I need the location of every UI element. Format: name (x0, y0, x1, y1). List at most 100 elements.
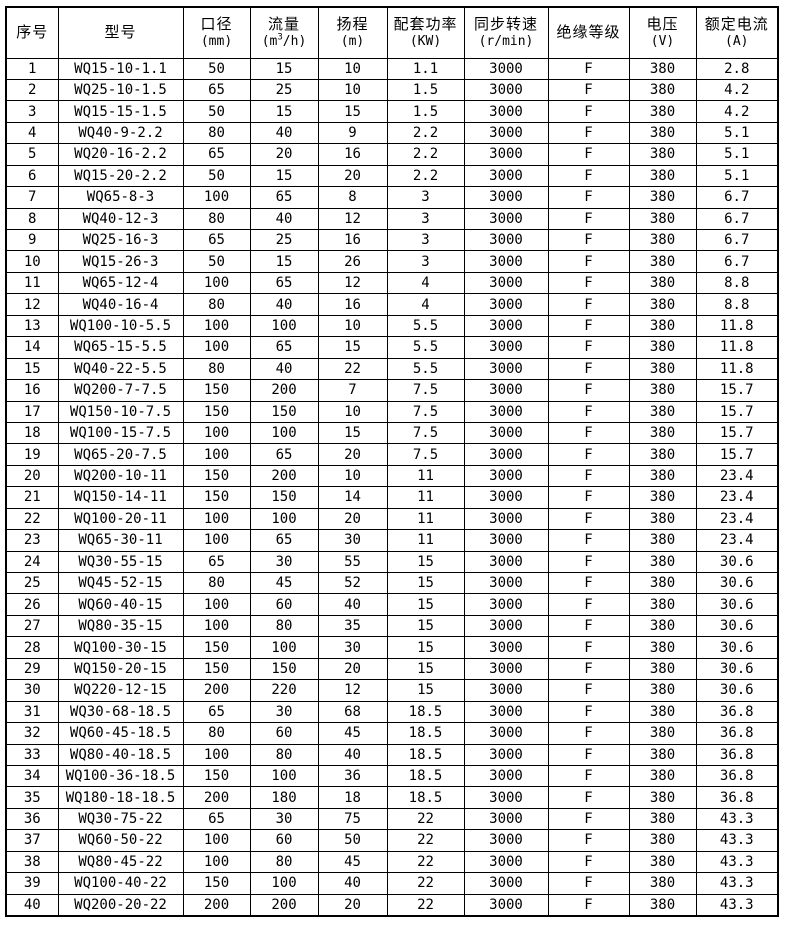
cell-voltage: 380 (628, 207, 697, 231)
cell-speed: 3000 (463, 893, 549, 917)
cell-model: WQ30-68-18.5 (57, 700, 184, 724)
cell-flow: 60 (249, 593, 319, 616)
cell-insulation: F (547, 893, 630, 917)
cell-flow: 200 (249, 379, 319, 402)
table-row: 3 WQ15-15-1.5 50 15 15 1.5 3000 F 380 4.2 (5, 100, 779, 123)
cell-speed: 3000 (463, 679, 549, 702)
cell-speed: 3000 (463, 657, 549, 681)
cell-speed: 3000 (463, 271, 549, 295)
cell-index: 30 (5, 679, 59, 702)
cell-current: 43.3 (695, 807, 779, 831)
cell-diameter: 100 (182, 743, 251, 766)
cell-voltage: 380 (628, 486, 697, 509)
column-label: 口径 (200, 15, 233, 34)
cell-voltage: 380 (628, 657, 697, 681)
table-row: 24 WQ30-55-15 65 30 55 15 3000 F 380 30.6 (5, 550, 779, 574)
cell-speed: 3000 (463, 121, 549, 145)
cell-voltage: 380 (628, 850, 697, 874)
cell-voltage: 380 (628, 121, 697, 145)
table-row: 13 WQ100-10-5.5 100 100 10 5.5 3000 F 380 11.8 (5, 314, 779, 338)
cell-index: 28 (5, 636, 59, 659)
cell-head: 20 (317, 443, 388, 466)
cell-insulation: F (547, 293, 630, 316)
cell-voltage: 380 (628, 764, 697, 788)
cell-index: 15 (5, 357, 59, 381)
cell-speed: 3000 (463, 78, 549, 102)
cell-diameter: 150 (182, 657, 251, 681)
table-row: 1 WQ15-10-1.1 50 15 10 1.1 3000 F 380 2.8 (5, 57, 779, 80)
cell-flow: 100 (249, 314, 319, 338)
cell-insulation: F (547, 657, 630, 681)
cell-index: 8 (5, 207, 59, 231)
cell-head: 75 (317, 807, 388, 831)
cell-insulation: F (547, 464, 630, 488)
cell-head: 8 (317, 186, 388, 209)
cell-current: 6.7 (695, 207, 779, 231)
table-row: 38 WQ80-45-22 100 80 45 22 3000 F 380 43.3 (5, 850, 779, 874)
cell-speed: 3000 (463, 164, 549, 188)
cell-current: 36.8 (695, 700, 779, 724)
cell-head: 12 (317, 679, 388, 702)
cell-insulation: F (547, 786, 630, 809)
cell-index: 35 (5, 786, 59, 809)
table-row: 26 WQ60-40-15 100 60 40 15 3000 F 380 30.6 (5, 593, 779, 616)
cell-flow: 150 (249, 657, 319, 681)
cell-flow: 200 (249, 893, 319, 917)
cell-flow: 100 (249, 872, 319, 895)
cell-flow: 15 (249, 57, 319, 80)
table-row: 28 WQ100-30-15 150 100 30 15 3000 F 380 30.6 (5, 636, 779, 659)
cell-voltage: 380 (628, 228, 697, 252)
cell-voltage: 380 (628, 379, 697, 402)
cell-power: 5.5 (386, 357, 465, 381)
cell-index: 3 (5, 100, 59, 123)
cell-current: 30.6 (695, 614, 779, 638)
cell-speed: 3000 (463, 293, 549, 316)
column-label: 流量 (267, 15, 300, 34)
cell-diameter: 65 (182, 78, 251, 102)
cell-current: 36.8 (695, 764, 779, 788)
cell-model: WQ30-55-15 (57, 550, 184, 574)
cell-voltage: 380 (628, 186, 697, 209)
cell-power: 18.5 (386, 786, 465, 809)
cell-model: WQ60-50-22 (57, 829, 184, 852)
table-row: 37 WQ60-50-22 100 60 50 22 3000 F 380 43.3 (5, 829, 779, 852)
cell-model: WQ150-10-7.5 (57, 400, 184, 423)
cell-speed: 3000 (463, 550, 549, 574)
column-unit: (r/min) (478, 34, 534, 50)
cell-power: 22 (386, 829, 465, 852)
cell-flow: 80 (249, 850, 319, 874)
cell-voltage: 380 (628, 421, 697, 445)
cell-speed: 3000 (463, 829, 549, 852)
cell-speed: 3000 (463, 207, 549, 231)
cell-head: 10 (317, 464, 388, 488)
cell-flow: 15 (249, 100, 319, 123)
cell-model: WQ200-7-7.5 (57, 379, 184, 402)
cell-speed: 3000 (463, 443, 549, 466)
cell-voltage: 380 (628, 722, 697, 745)
cell-insulation: F (547, 679, 630, 702)
cell-voltage: 380 (628, 250, 697, 273)
cell-head: 68 (317, 700, 388, 724)
cell-head: 40 (317, 593, 388, 616)
column-header-current: 额定电流 (A) (695, 6, 779, 59)
cell-insulation: F (547, 186, 630, 209)
table-row: 4 WQ40-9-2.2 80 40 9 2.2 3000 F 380 5.1 (5, 121, 779, 145)
cell-voltage: 380 (628, 464, 697, 488)
cell-flow: 40 (249, 121, 319, 145)
cell-insulation: F (547, 571, 630, 595)
cell-index: 17 (5, 400, 59, 423)
cell-head: 15 (317, 100, 388, 123)
cell-voltage: 380 (628, 57, 697, 80)
cell-index: 5 (5, 143, 59, 166)
cell-model: WQ100-15-7.5 (57, 421, 184, 445)
cell-index: 4 (5, 121, 59, 145)
header-row: 序号 型号 口径 (mm) 流量 (m3/h) 扬程 (m) 配套功率 (KW) 同步转速 (r/mi… (5, 6, 779, 59)
cell-current: 6.7 (695, 250, 779, 273)
cell-speed: 3000 (463, 786, 549, 809)
cell-diameter: 200 (182, 893, 251, 917)
cell-head: 10 (317, 78, 388, 102)
cell-diameter: 100 (182, 271, 251, 295)
cell-diameter: 65 (182, 143, 251, 166)
table-row: 35 WQ180-18-18.5 200 180 18 18.5 3000 F 380 36.8 (5, 786, 779, 809)
cell-diameter: 150 (182, 486, 251, 509)
